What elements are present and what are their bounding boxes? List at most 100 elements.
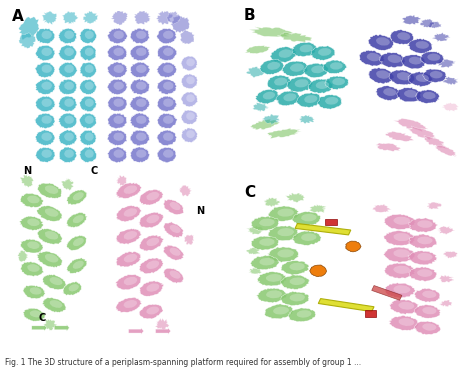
Polygon shape [393, 118, 428, 132]
Polygon shape [124, 231, 137, 240]
Polygon shape [167, 11, 181, 24]
Polygon shape [108, 96, 127, 111]
Polygon shape [263, 92, 275, 99]
Polygon shape [385, 131, 414, 141]
Polygon shape [389, 299, 419, 315]
Polygon shape [156, 10, 173, 25]
Polygon shape [50, 300, 63, 308]
Polygon shape [45, 186, 58, 194]
Polygon shape [384, 263, 415, 278]
Polygon shape [311, 65, 324, 73]
Polygon shape [146, 215, 159, 223]
Polygon shape [367, 53, 381, 61]
Polygon shape [66, 213, 87, 227]
Polygon shape [113, 48, 124, 56]
Polygon shape [43, 275, 66, 290]
Polygon shape [290, 263, 305, 270]
Polygon shape [292, 42, 317, 57]
Polygon shape [27, 242, 40, 249]
Polygon shape [288, 308, 316, 322]
Polygon shape [268, 206, 299, 221]
Polygon shape [35, 113, 55, 129]
Polygon shape [155, 318, 169, 331]
Polygon shape [332, 78, 345, 85]
Polygon shape [292, 211, 320, 226]
Polygon shape [422, 323, 437, 331]
Polygon shape [256, 288, 287, 303]
Polygon shape [114, 82, 124, 90]
Polygon shape [59, 62, 77, 78]
Polygon shape [181, 56, 197, 71]
Polygon shape [443, 252, 457, 258]
Polygon shape [393, 233, 410, 241]
Polygon shape [67, 190, 87, 205]
Polygon shape [277, 249, 294, 257]
Polygon shape [107, 62, 127, 78]
Polygon shape [163, 82, 173, 90]
Polygon shape [163, 268, 184, 283]
Polygon shape [427, 202, 442, 209]
Polygon shape [430, 71, 443, 78]
Polygon shape [54, 160, 67, 174]
Polygon shape [255, 89, 279, 104]
Polygon shape [368, 68, 394, 84]
Polygon shape [157, 96, 177, 112]
Polygon shape [41, 82, 52, 90]
Polygon shape [136, 31, 146, 39]
Polygon shape [281, 275, 310, 289]
Polygon shape [130, 147, 150, 162]
Polygon shape [64, 65, 74, 73]
Polygon shape [319, 299, 374, 312]
Polygon shape [111, 10, 128, 25]
Polygon shape [251, 236, 279, 250]
Polygon shape [248, 267, 262, 274]
Polygon shape [124, 186, 137, 194]
Polygon shape [393, 249, 410, 257]
Polygon shape [301, 233, 316, 241]
Polygon shape [114, 150, 124, 158]
Polygon shape [66, 235, 87, 250]
Polygon shape [279, 49, 292, 58]
Polygon shape [80, 147, 97, 162]
Text: C: C [90, 166, 98, 176]
Polygon shape [432, 33, 450, 42]
Polygon shape [45, 208, 58, 217]
Polygon shape [264, 304, 294, 319]
Polygon shape [443, 76, 458, 85]
Polygon shape [310, 265, 327, 277]
Polygon shape [41, 115, 52, 124]
Polygon shape [108, 45, 127, 60]
Polygon shape [423, 135, 447, 149]
Polygon shape [283, 93, 296, 101]
Polygon shape [130, 45, 149, 61]
Polygon shape [41, 132, 52, 141]
Text: N: N [196, 206, 204, 216]
Polygon shape [36, 130, 55, 146]
Polygon shape [116, 298, 142, 312]
Polygon shape [85, 30, 94, 39]
Polygon shape [100, 161, 113, 174]
Polygon shape [264, 198, 280, 207]
Polygon shape [170, 270, 181, 279]
Polygon shape [64, 99, 74, 107]
Polygon shape [442, 103, 458, 111]
Polygon shape [18, 17, 39, 40]
Polygon shape [80, 62, 96, 78]
Polygon shape [163, 222, 183, 237]
Polygon shape [130, 28, 149, 44]
Polygon shape [262, 114, 280, 125]
Polygon shape [402, 15, 420, 24]
Polygon shape [85, 48, 94, 56]
Text: A: A [11, 9, 23, 24]
Polygon shape [180, 30, 194, 44]
Polygon shape [259, 258, 274, 266]
Polygon shape [163, 132, 173, 141]
Text: B: B [244, 8, 255, 23]
Polygon shape [163, 47, 173, 56]
Polygon shape [266, 274, 282, 282]
Polygon shape [36, 206, 62, 221]
Polygon shape [186, 58, 195, 66]
Polygon shape [64, 82, 74, 90]
Polygon shape [435, 145, 457, 157]
Polygon shape [59, 130, 77, 146]
